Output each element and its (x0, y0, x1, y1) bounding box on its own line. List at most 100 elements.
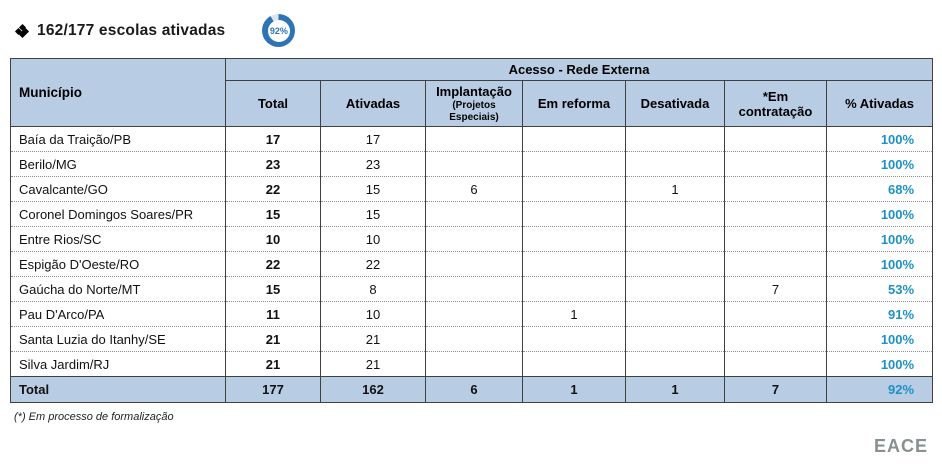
page-title: 162/177 escolas ativadas (37, 22, 226, 39)
cell-implantacao (425, 226, 523, 252)
cell-municipio: Santa Luzia do Itanhy/SE (10, 326, 226, 352)
cell-ativadas: 21 (320, 326, 426, 352)
gauge-hole (267, 19, 290, 42)
footnote: (*) Em processo de formalização (14, 411, 174, 423)
cell-implantacao (425, 326, 523, 352)
table-column-header-row: Total Ativadas Implantação (Projetos Espe… (11, 80, 934, 127)
cell-implantacao (425, 276, 523, 302)
cell-em-reforma (522, 326, 626, 352)
col-header-em-contratacao: *Em contratação (724, 80, 827, 127)
cell-desativada (625, 301, 725, 327)
cell-total: 23 (225, 151, 321, 177)
cell-municipio: Entre Rios/SC (10, 226, 226, 252)
cell-municipio: Cavalcante/GO (10, 176, 226, 202)
cell-em-reforma (522, 226, 626, 252)
cell-em-contratacao (724, 151, 827, 177)
cell-desativada (625, 326, 725, 352)
table-row: Pau D'Arco/PA 11 10 1 91% (10, 301, 934, 327)
cell-em-contratacao (724, 226, 827, 252)
table-row: Coronel Domingos Soares/PR 15 15 100% (10, 201, 934, 227)
cell-implantacao (425, 251, 523, 277)
cell-municipio: Berilo/MG (10, 151, 226, 177)
cell-implantacao (425, 201, 523, 227)
cell-municipio: Espigão D'Oeste/RO (10, 251, 226, 277)
total-cell-implantacao: 6 (425, 376, 523, 403)
cell-em-reforma (522, 126, 626, 152)
cell-total: 15 (225, 201, 321, 227)
cell-implantacao (425, 351, 523, 377)
cell-desativada (625, 226, 725, 252)
cell-pct-ativadas: 100% (825, 126, 934, 152)
cell-desativada (625, 251, 725, 277)
total-cell-ativadas: 162 (320, 376, 426, 403)
gauge-value: 92% (269, 25, 288, 36)
cell-total: 15 (225, 276, 321, 302)
col-header-em-reforma: Em reforma (522, 80, 626, 127)
cell-desativada (625, 201, 725, 227)
cell-desativada (625, 151, 725, 177)
eace-logo: EACE (873, 436, 928, 456)
cell-em-contratacao (724, 201, 827, 227)
implantacao-label: Implantação (436, 84, 512, 99)
cell-pct-ativadas: 100% (825, 326, 934, 352)
cell-pct-ativadas: 100% (825, 351, 934, 377)
cell-em-reforma (522, 201, 626, 227)
total-cell-pct-ativadas: 92% (825, 376, 934, 403)
cell-em-contratacao (724, 176, 827, 202)
cell-em-reforma: 1 (522, 301, 626, 327)
total-row: Total 177 162 6 1 1 7 92% (10, 376, 934, 403)
cell-em-contratacao: 7 (724, 276, 827, 302)
cell-pct-ativadas: 100% (825, 151, 934, 177)
cell-desativada (625, 276, 725, 302)
cell-ativadas: 15 (320, 176, 426, 202)
cell-implantacao: 6 (425, 176, 523, 202)
implantacao-subtext: (Projetos Especiais) (449, 100, 499, 123)
col-header-municipio: Município (10, 58, 226, 127)
cell-total: 21 (225, 351, 321, 377)
cell-total: 10 (225, 226, 321, 252)
cell-ativadas: 17 (320, 126, 426, 152)
cell-ativadas: 21 (320, 351, 426, 377)
cell-total: 21 (225, 326, 321, 352)
cell-em-reforma (522, 251, 626, 277)
table-row: Berilo/MG 23 23 100% (10, 151, 934, 177)
cell-pct-ativadas: 100% (825, 201, 934, 227)
cell-pct-ativadas: 68% (825, 176, 934, 202)
cell-em-contratacao (724, 301, 827, 327)
cell-total: 17 (225, 126, 321, 152)
cell-total: 22 (225, 251, 321, 277)
cell-total: 22 (225, 176, 321, 202)
total-cell-em-contratacao: 7 (724, 376, 827, 403)
cell-em-contratacao (724, 351, 827, 377)
cell-em-reforma (522, 276, 626, 302)
cell-ativadas: 8 (320, 276, 426, 302)
cell-em-contratacao (724, 251, 827, 277)
col-header-desativada: Desativada (625, 80, 725, 127)
total-cell-em-reforma: 1 (522, 376, 626, 403)
total-row-label: Total (10, 376, 226, 403)
cell-desativada (625, 351, 725, 377)
cell-em-reforma (522, 351, 626, 377)
cell-total: 11 (225, 301, 321, 327)
col-header-implantacao: Implantação (Projetos Especiais) (425, 80, 523, 127)
col-header-ativadas: Ativadas (320, 80, 426, 127)
total-cell-total: 177 (225, 376, 321, 403)
cell-ativadas: 10 (320, 226, 426, 252)
table-row: Espigão D'Oeste/RO 22 22 100% (10, 251, 934, 277)
cell-municipio: Silva Jardim/RJ (10, 351, 226, 377)
cell-implantacao (425, 301, 523, 327)
cell-desativada (625, 126, 725, 152)
diamond-bullet-icon (14, 23, 30, 39)
cell-ativadas: 22 (320, 251, 426, 277)
cell-em-reforma (522, 176, 626, 202)
table-row: Entre Rios/SC 10 10 100% (10, 226, 934, 252)
table-row: Santa Luzia do Itanhy/SE 21 21 100% (10, 326, 934, 352)
group-header-acesso-rede-externa: Acesso - Rede Externa (224, 58, 934, 81)
page-header: 162/177 escolas ativadas 92% (0, 0, 942, 49)
cell-pct-ativadas: 100% (825, 251, 934, 277)
table-group-header-row: Município Acesso - Rede Externa (10, 58, 934, 127)
cell-ativadas: 10 (320, 301, 426, 327)
cell-implantacao (425, 126, 523, 152)
cell-municipio: Coronel Domingos Soares/PR (10, 201, 226, 227)
